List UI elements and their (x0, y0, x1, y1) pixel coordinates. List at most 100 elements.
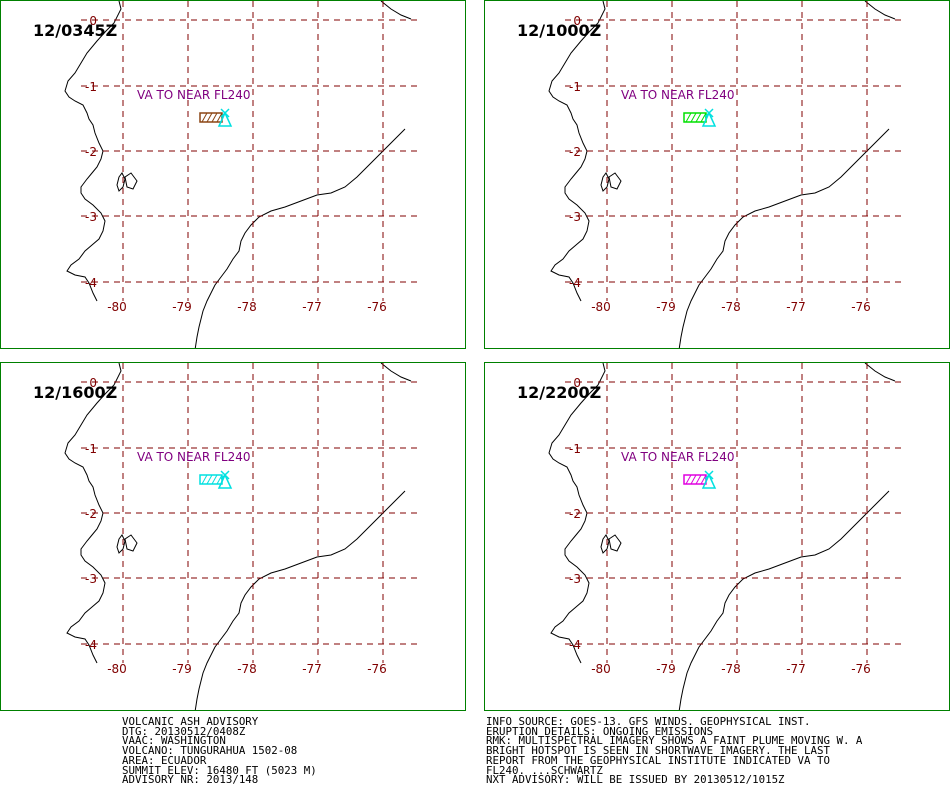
island (116, 534, 126, 554)
coastline (380, 1, 412, 20)
advisory-line: AREA: ECUADOR (122, 753, 207, 767)
longitude-label: -76 (851, 662, 871, 676)
latitude-label: -3 (85, 572, 97, 586)
advisory-line: RMK: MULTISPECTRAL IMAGERY SHOWS A FAINT… (486, 734, 863, 748)
ash-plume-hatch (206, 112, 213, 123)
advisory-line: BRIGHT HOTSPOT IS SEEN IN SHORTWAVE IMAG… (486, 744, 830, 758)
map-panel-2: 0 -1 -2 -3 -4 -80 -79 -78 -77 -76 VA TO NEAR FL240… (484, 0, 950, 349)
longitude-label: -79 (172, 662, 192, 676)
latitude-label: 0 (573, 14, 581, 28)
longitude-label: -78 (237, 300, 257, 314)
ash-plume-hatch (690, 474, 697, 485)
ash-plume-polygon (683, 474, 707, 485)
latitude-label: -3 (569, 210, 581, 224)
volcano-eruption-icon (220, 108, 230, 118)
longitude-label: -77 (302, 300, 322, 314)
latitude-label: -1 (85, 442, 97, 456)
coastline (194, 490, 406, 710)
panel-time: 12/1600Z (33, 383, 118, 402)
map-canvas: 0 -1 -2 -3 -4 -80 -79 -78 -77 -76 VA TO NEAR FL240 (548, 363, 905, 710)
latitude-label: -3 (569, 572, 581, 586)
advisory-line: VOLCANIC ASH ADVISORY (122, 715, 259, 728)
ash-plume-hatch (685, 112, 692, 123)
latitude-label: -2 (569, 507, 581, 521)
longitude-label: -80 (591, 662, 611, 676)
ash-plume-hatch (695, 112, 702, 123)
coastline (678, 490, 890, 710)
advisory-line: DTG: 20130512/0408Z (122, 724, 246, 738)
coastline (678, 128, 890, 348)
advisory-remarks-text: INFO SOURCE: GOES-13. GFS WINDS. GEOPHYS… (486, 716, 863, 787)
ash-plume-polygon (199, 474, 223, 485)
coastline (548, 1, 606, 302)
ash-plume-polygon (199, 112, 223, 123)
ash-plume-hatch (216, 112, 223, 123)
volcano-triangle-icon (701, 473, 717, 489)
panel-time: 12/2200Z (517, 383, 602, 402)
map-layer: 0 -1 -2 -3 -4 -80 -79 -78 -77 -76 VA TO NEAR FL240 (548, 1, 905, 348)
longitude-label: -76 (851, 300, 871, 314)
ash-plume-hatch (685, 474, 692, 485)
island (116, 172, 126, 192)
latitude-label: 0 (573, 376, 581, 390)
advisory-line: ADVISORY NR: 2013/148 (122, 773, 259, 787)
island (600, 534, 610, 554)
va-label: VA TO NEAR FL240 (621, 450, 734, 464)
island (124, 172, 138, 190)
coastline (548, 363, 606, 664)
map-panel-4: 0 -1 -2 -3 -4 -80 -79 -78 -77 -76 VA TO NEAR FL240… (484, 362, 950, 711)
map-layer: 0 -1 -2 -3 -4 -80 -79 -78 -77 -76 VA TO NEAR FL240 (64, 363, 421, 710)
latitude-label: -4 (85, 276, 97, 290)
advisory-line: VOLCANO: TUNGURAHUA 1502-08 (122, 744, 298, 758)
map-canvas: 0 -1 -2 -3 -4 -80 -79 -78 -77 -76 VA TO NEAR FL240 (64, 1, 421, 348)
longitude-label: -80 (591, 300, 611, 314)
advisory-line: VAAC: WASHINGTON (122, 734, 226, 748)
latitude-label: -4 (85, 638, 97, 652)
longitude-label: -79 (656, 300, 676, 314)
latitude-label: -3 (85, 210, 97, 224)
latitude-label: -2 (85, 507, 97, 521)
advisory-line: REPORT FROM THE GEOPHYSICAL INSTITUTE IN… (486, 753, 830, 767)
longitude-label: -77 (786, 662, 806, 676)
ash-plume-hatch (690, 112, 697, 123)
longitude-label: -76 (367, 300, 387, 314)
longitude-label: -77 (302, 662, 322, 676)
latitude-label: -4 (569, 276, 581, 290)
ash-plume-hatch (201, 112, 208, 123)
latitude-label: -1 (85, 80, 97, 94)
ash-plume-hatch (211, 112, 218, 123)
coastline (380, 363, 412, 382)
ash-plume-hatch (700, 112, 707, 123)
latitude-label: -1 (569, 80, 581, 94)
volcano-eruption-icon (220, 470, 230, 480)
coastline (864, 363, 896, 382)
longitude-label: -80 (107, 662, 127, 676)
latitude-label: -4 (569, 638, 581, 652)
longitude-label: -76 (367, 662, 387, 676)
map-layer: 0 -1 -2 -3 -4 -80 -79 -78 -77 -76 VA TO NEAR FL240 (64, 1, 421, 348)
advisory-header-text: VOLCANIC ASH ADVISORY DTG: 20130512/0408Z… (122, 715, 317, 787)
volcano-triangle-icon (217, 111, 233, 127)
longitude-label: -79 (172, 300, 192, 314)
advisory-line: FL240. ...SCHWARTZ (486, 763, 603, 777)
latitude-label: 0 (89, 14, 97, 28)
ash-plume-hatch (700, 474, 707, 485)
longitude-label: -79 (656, 662, 676, 676)
longitude-label: -78 (721, 662, 741, 676)
ash-plume-hatch (695, 474, 702, 485)
longitude-label: -80 (107, 300, 127, 314)
va-label: VA TO NEAR FL240 (137, 88, 250, 102)
advisory-line: SUMMIT ELEV: 16480 FT (5023 M) (122, 763, 317, 777)
panel-time: 12/1000Z (517, 21, 602, 40)
coastline (64, 1, 122, 302)
panel-time: 12/0345Z (33, 21, 118, 40)
advisory-line: ERUPTION DETAILS: ONGOING EMISSIONS (486, 724, 714, 738)
longitude-label: -78 (721, 300, 741, 314)
va-label: VA TO NEAR FL240 (137, 450, 250, 464)
advisory-line: NXT ADVISORY: WILL BE ISSUED BY 20130512… (486, 773, 785, 787)
coastline (194, 128, 406, 348)
island (124, 534, 138, 552)
volcano-triangle-icon (701, 111, 717, 127)
volcano-eruption-icon (704, 470, 714, 480)
latitude-label: -1 (569, 442, 581, 456)
